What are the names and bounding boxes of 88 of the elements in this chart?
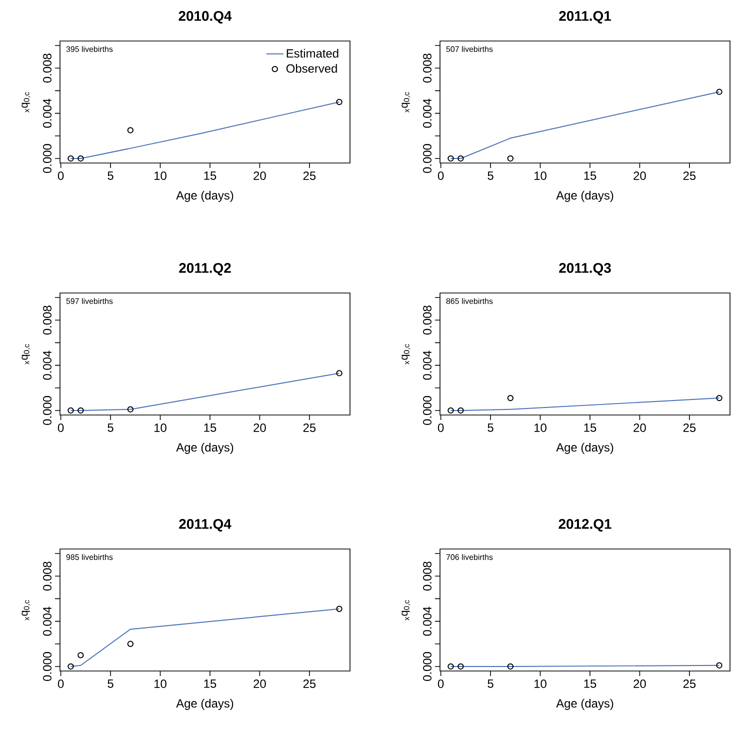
x-tick-label: 10 — [534, 424, 546, 432]
x-tick-label: 20 — [634, 172, 646, 180]
x-tick-label: 25 — [303, 680, 316, 688]
point — [78, 155, 84, 162]
x-tick-label: 25 — [303, 172, 316, 180]
y-tick-label: 0.000 — [423, 396, 432, 425]
x-tick-label: 20 — [254, 424, 266, 432]
y-tick-label: 0.008 — [423, 562, 432, 591]
y-tick-label: 0.004 — [43, 606, 52, 636]
x-tick-label: 5 — [488, 424, 494, 432]
y-axis-title: $_{x}$q$_{0,c}$ — [402, 344, 410, 364]
x-tick-label: 20 — [254, 680, 266, 688]
x-tick-label: 0 — [438, 424, 444, 432]
x-tick-label: 5 — [108, 424, 114, 432]
chart-title: 2011.Q4 — [179, 519, 232, 532]
y-axis-title: $_{x}$q$_{0,c}$ — [22, 92, 30, 112]
x-tick-label: 25 — [683, 424, 696, 432]
x-tick-label: 0 — [58, 680, 64, 688]
x-tick-label: 0 — [438, 172, 444, 180]
x-axis-title: Age (days) — [556, 190, 614, 202]
y-tick-label: 0.000 — [43, 144, 52, 173]
y-tick-label: 0.008 — [43, 562, 52, 591]
y-tick-label: 0.004 — [423, 606, 432, 636]
x-tick-label: 15 — [584, 424, 596, 432]
x-tick-label: 10 — [534, 680, 546, 688]
x-tick-label: 5 — [488, 680, 494, 688]
x-tick-label: 15 — [204, 680, 216, 688]
point — [68, 407, 74, 414]
x-tick-label: 20 — [634, 424, 646, 432]
y-tick-label: 0.008 — [43, 54, 52, 83]
x-tick-label: 0 — [58, 424, 64, 432]
x-tick-label: 15 — [204, 172, 216, 180]
y-tick-label: 0.004 — [423, 350, 432, 380]
x-tick-label: 10 — [154, 172, 166, 180]
x-tick-label: 0 — [438, 680, 444, 688]
y-axis-title: $_{x}$q$_{0,c}$ — [402, 600, 410, 620]
y-axis-title: $_{x}$q$_{0,c}$ — [22, 344, 30, 364]
x-tick-label: 15 — [584, 680, 596, 688]
y-tick-label: 0.000 — [43, 396, 52, 425]
y-axis-title: $_{x}$q$_{0,c}$ — [402, 92, 410, 112]
x-tick-label: 25 — [303, 424, 316, 432]
chart-title: 2011.Q2 — [179, 263, 231, 276]
point — [127, 127, 134, 134]
y-tick-label: 0.004 — [423, 98, 432, 128]
x-tick-label: 0 — [58, 172, 64, 180]
x-tick-label: 15 — [204, 424, 216, 432]
point — [336, 370, 342, 376]
chart-title: 2012.Q1 — [558, 519, 612, 532]
x-tick-label: 15 — [584, 172, 596, 180]
line-series — [70, 102, 340, 159]
point — [127, 406, 134, 412]
x-axis-title: Age (days) — [176, 442, 234, 454]
y-tick-label: 0.000 — [423, 652, 432, 681]
chart-title: 2011.Q1 — [559, 11, 611, 24]
point — [127, 640, 134, 647]
y-tick-label: 0.008 — [423, 54, 432, 83]
point — [336, 606, 342, 612]
x-tick-label: 20 — [634, 680, 646, 688]
x-axis-title: Age (days) — [556, 698, 614, 710]
point — [336, 98, 342, 106]
y-tick-label: 0.004 — [43, 98, 52, 128]
point — [78, 652, 84, 658]
x-tick-label: 10 — [154, 424, 166, 432]
x-axis-title: Age (days) — [556, 442, 614, 454]
point — [78, 407, 84, 414]
x-tick-label: 25 — [683, 680, 696, 688]
y-tick-label: 0.008 — [423, 306, 432, 335]
x-axis-title: Age (days) — [176, 190, 234, 202]
x-tick-label: 20 — [254, 172, 266, 180]
x-tick-label: 5 — [108, 172, 114, 180]
y-tick-label: 0.000 — [43, 652, 52, 681]
point — [68, 155, 74, 162]
y-tick-label: 0.000 — [423, 144, 432, 173]
x-tick-label: 5 — [108, 680, 114, 688]
y-tick-label: 0.004 — [43, 350, 52, 380]
x-tick-label: 10 — [534, 172, 546, 180]
line-series — [70, 608, 340, 667]
x-tick-label: 5 — [488, 172, 494, 180]
chart-title: 2010.Q4 — [178, 11, 232, 24]
y-axis-title: $_{x}$q$_{0,c}$ — [22, 600, 30, 620]
chart-title: 2011.Q3 — [559, 263, 611, 276]
y-tick-label: 0.008 — [43, 306, 52, 335]
x-axis-title: Age (days) — [176, 698, 234, 710]
legend-label: Observed — [286, 64, 337, 73]
point — [68, 663, 74, 670]
x-tick-label: 25 — [683, 172, 696, 180]
x-tick-label: 10 — [154, 680, 166, 688]
legend-label: Estimated — [286, 48, 338, 58]
